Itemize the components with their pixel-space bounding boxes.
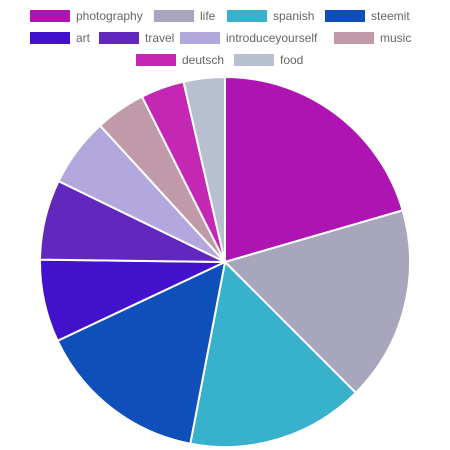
legend-item-food[interactable]: food	[234, 53, 303, 67]
legend-item-spanish[interactable]: spanish	[227, 9, 314, 23]
pie-slices	[38, 75, 411, 448]
legend-item-introduceyourself[interactable]: introduceyourself	[180, 31, 318, 45]
legend-item-photography[interactable]: photography	[30, 9, 143, 23]
legend-swatch	[154, 10, 194, 22]
pie-slice-spanish[interactable]	[189, 259, 358, 448]
legend-item-travel[interactable]: travel	[99, 31, 174, 45]
legend-label: spanish	[273, 9, 314, 23]
legend-swatch	[334, 32, 374, 44]
legend-label: travel	[145, 31, 174, 45]
legend-label: art	[76, 31, 91, 45]
legend-swatch	[227, 10, 267, 22]
legend-swatch	[99, 32, 139, 44]
legend-label: photography	[76, 9, 143, 23]
legend-item-steemit[interactable]: steemit	[325, 9, 410, 23]
legend-label: life	[200, 9, 216, 23]
legend-item-art[interactable]: art	[30, 31, 91, 45]
legend-swatch	[136, 54, 176, 66]
pie-slice-steemit[interactable]	[56, 260, 227, 445]
legend-swatch	[30, 32, 70, 44]
legend-label: deutsch	[182, 53, 224, 67]
legend-swatch	[325, 10, 365, 22]
pie-slice-photography[interactable]	[224, 75, 404, 264]
legend-label: food	[280, 53, 303, 67]
legend-swatch	[180, 32, 220, 44]
legend-label: music	[380, 31, 411, 45]
legend-item-deutsch[interactable]: deutsch	[136, 53, 224, 67]
legend-item-life[interactable]: life	[154, 9, 216, 23]
legend-label: introduceyourself	[226, 31, 318, 45]
legend-item-music[interactable]: music	[334, 31, 411, 45]
legend-swatch	[234, 54, 274, 66]
pie-slice-food[interactable]	[182, 75, 226, 263]
pie-slice-life[interactable]	[223, 209, 411, 395]
chart-legend: photography life spanish steemit art travel in…	[30, 9, 411, 67]
legend-label: steemit	[371, 9, 410, 23]
legend-swatch	[30, 10, 70, 22]
